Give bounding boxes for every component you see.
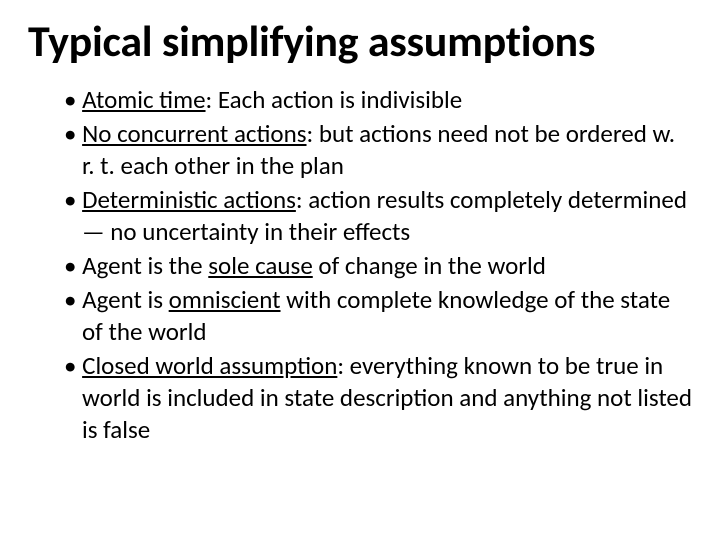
slide-title: Typical simplifying assumptions	[28, 18, 692, 66]
bullet-prefix: Agent is	[82, 284, 169, 315]
bullet-icon: •	[64, 250, 82, 281]
list-item: • Atomic time: Each action is indivisibl…	[64, 84, 692, 116]
bullet-term: Deterministic actions	[82, 184, 296, 215]
bullet-icon: •	[64, 118, 82, 149]
bullet-rest: of change in the world	[313, 250, 546, 281]
bullet-rest: : Each action is indivisible	[206, 84, 463, 115]
slide: Typical simplifying assumptions • Atomic…	[0, 0, 720, 540]
bullet-icon: •	[64, 350, 82, 381]
bullet-term: omniscient	[169, 284, 281, 315]
bullet-term: No concurrent actions	[82, 118, 306, 149]
bullet-prefix: Agent is the	[82, 250, 208, 281]
bullet-icon: •	[64, 184, 82, 215]
list-item: • Deterministic actions: action results …	[64, 184, 692, 248]
list-item: • Agent is the sole cause of change in t…	[64, 250, 692, 282]
list-item: • Closed world assumption: everything kn…	[64, 350, 692, 446]
bullet-term: sole cause	[208, 250, 312, 281]
bullet-list: • Atomic time: Each action is indivisibl…	[28, 84, 692, 446]
bullet-icon: •	[64, 84, 82, 115]
list-item: • Agent is omniscient with complete know…	[64, 284, 692, 348]
list-item: • No concurrent actions: but actions nee…	[64, 118, 692, 182]
bullet-icon: •	[64, 284, 82, 315]
bullet-term: Atomic time	[82, 84, 205, 115]
bullet-term: Closed world assumption	[82, 350, 337, 381]
